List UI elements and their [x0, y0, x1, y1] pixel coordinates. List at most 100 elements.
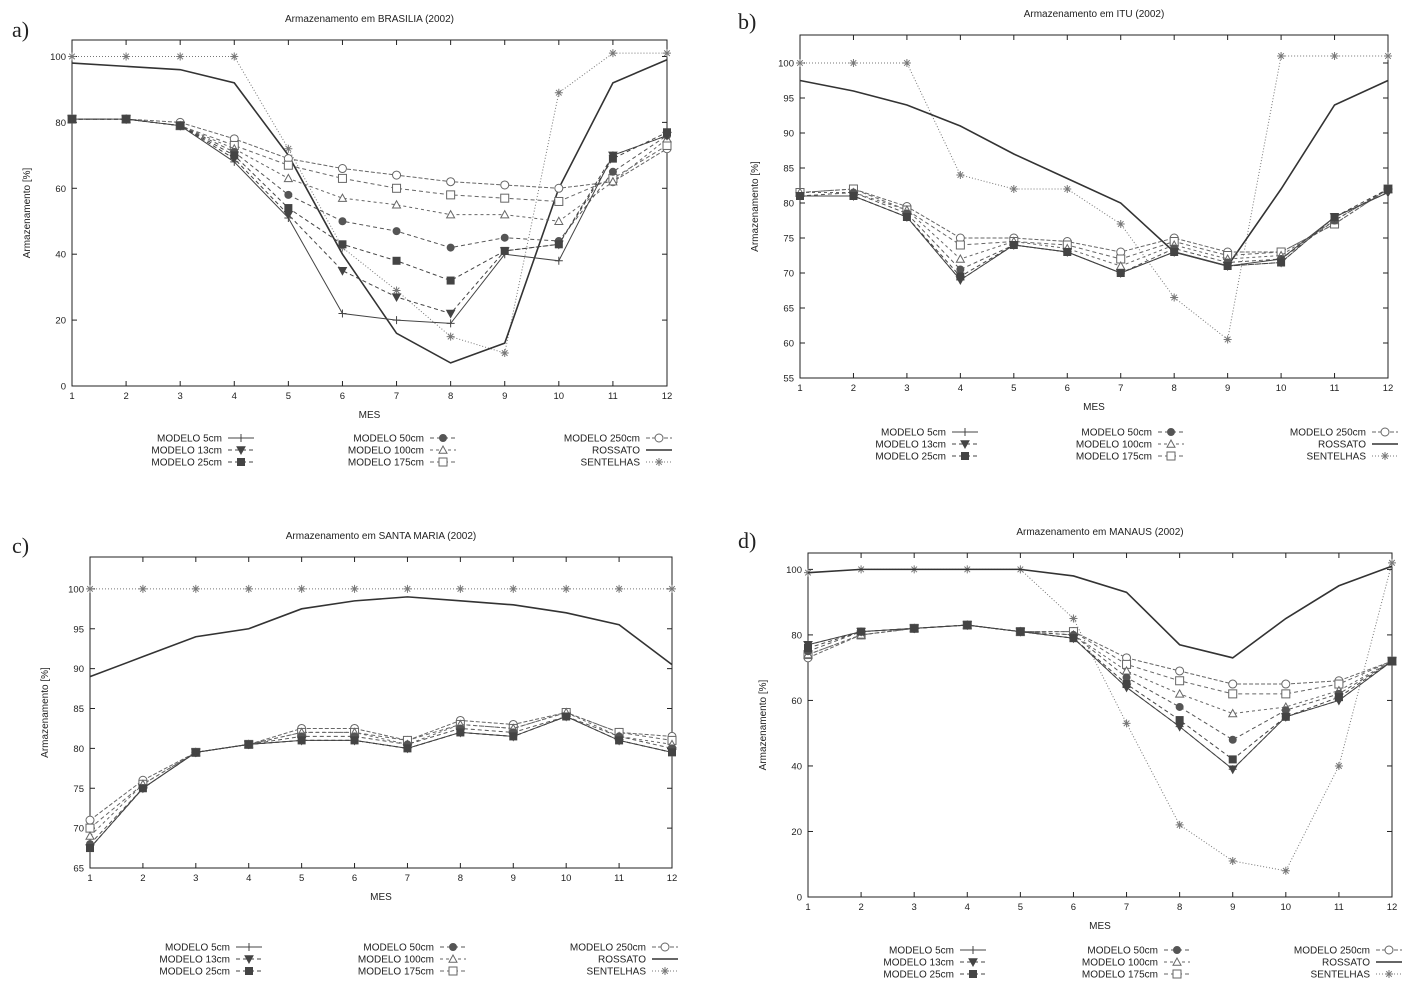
point-m250 [85, 815, 95, 825]
point-m5 [796, 192, 804, 200]
legend-marker [968, 958, 978, 968]
point-m50 [1175, 702, 1184, 711]
y-tick-label: 85 [73, 704, 84, 715]
series-line-rossato [799, 79, 1389, 267]
point-sentelhas [1116, 220, 1125, 228]
y-tick-label: 60 [55, 184, 66, 195]
series-m100 [795, 183, 1393, 270]
point-sentelhas [284, 144, 293, 153]
series-line-m25 [72, 118, 668, 282]
point-sentelhas [1175, 820, 1184, 829]
x-tick-label: 5 [1018, 902, 1023, 913]
legend-item-m50: MODELO 50cm [353, 434, 456, 445]
y-tick-label: 55 [783, 374, 794, 385]
point-m100 [608, 176, 618, 186]
legend-label: MODELO 13cm [151, 446, 222, 457]
legend-marker [661, 967, 669, 975]
x-tick-label: 8 [448, 391, 453, 402]
x-tick-label: 7 [394, 391, 399, 402]
point-m250 [554, 183, 564, 193]
y-axis-label: Armazenamento [%] [22, 167, 33, 258]
point-m5 [1384, 188, 1392, 197]
legend-item-m13: MODELO 13cm [159, 955, 262, 966]
series-m50 [86, 712, 676, 849]
x-tick-label: 1 [805, 902, 810, 913]
point-m5 [138, 784, 147, 793]
x-tick-label: 7 [1124, 902, 1129, 913]
point-sentelhas [176, 52, 185, 61]
legend-label: MODELO 13cm [883, 958, 954, 969]
series-line-m175 [807, 624, 1393, 695]
legend-marker [448, 953, 458, 963]
legend-item-rossato: ROSSATO [1318, 440, 1398, 451]
chart-a: a) Armazenamento em BRASILIA (2002)1 2 3 4 5 6… [12, 14, 672, 469]
y-tick-label: 100 [778, 59, 794, 70]
legend-item-rossato: ROSSATO [592, 446, 672, 457]
point-sentelhas [663, 49, 671, 58]
point-m5 [1016, 627, 1025, 636]
point-sentelhas [554, 88, 563, 97]
legend-item-sentelhas: SENTELHAS [1311, 970, 1402, 981]
point-m5 [284, 213, 293, 222]
series-m13 [795, 188, 1393, 286]
point-m5 [1228, 765, 1237, 774]
point-m5 [663, 131, 671, 140]
x-tick-label: 11 [608, 391, 618, 402]
x-tick-label: 4 [232, 391, 237, 402]
legend-label: MODELO 250cm [564, 434, 640, 445]
point-m5 [1175, 722, 1184, 731]
x-tick-label: 5 [1011, 383, 1016, 394]
legend-item-sentelhas: SENTELHAS [587, 967, 678, 978]
point-sentelhas [1063, 185, 1072, 193]
x-axis-label: MES [1089, 921, 1111, 932]
legend-label: MODELO 25cm [875, 452, 946, 463]
point-m175 [662, 140, 672, 150]
series-line-rossato [89, 596, 673, 678]
point-m175 [500, 193, 510, 203]
series-m25 [804, 621, 1396, 764]
x-tick-label: 12 [667, 873, 678, 884]
legend-marker [245, 967, 253, 975]
series-m175 [67, 114, 672, 206]
x-tick-label: 8 [1172, 383, 1177, 394]
point-m5 [68, 115, 76, 124]
series-rossato [807, 565, 1393, 659]
point-m13 [553, 240, 564, 250]
point-sentelhas [392, 286, 401, 295]
legend-item-m25: MODELO 25cm [875, 452, 978, 463]
series-m5 [68, 115, 671, 328]
point-sentelhas [509, 584, 518, 593]
legend-label: MODELO 250cm [570, 943, 646, 954]
point-sentelhas [562, 584, 571, 593]
point-sentelhas [1388, 558, 1396, 567]
legend-marker [660, 942, 670, 952]
y-tick-label: 75 [73, 784, 84, 795]
point-m5 [1330, 213, 1339, 221]
point-m5 [562, 712, 571, 721]
point-m5 [191, 748, 200, 757]
point-m5 [1063, 248, 1072, 256]
series-line-m100 [72, 118, 668, 222]
legend-label: MODELO 175cm [1082, 970, 1158, 981]
x-tick-label: 1 [797, 383, 802, 394]
legend-item-m5: MODELO 5cm [157, 434, 254, 445]
point-m250 [337, 164, 347, 174]
point-m250 [1175, 666, 1185, 676]
legend-marker [961, 428, 969, 436]
legend-marker [438, 444, 448, 454]
legend-label: MODELO 100cm [1082, 958, 1158, 969]
point-sentelhas [1334, 761, 1343, 770]
x-tick-label: 6 [352, 873, 357, 884]
point-m175 [1228, 689, 1238, 699]
point-sentelhas [796, 59, 804, 67]
series-m50 [68, 115, 671, 252]
series-m250 [795, 184, 1393, 257]
legend-marker [655, 458, 663, 466]
y-axis-label: Armazenamento [%] [758, 679, 769, 770]
y-tick-label: 100 [786, 565, 802, 576]
series-line-m175 [89, 711, 673, 829]
point-sentelhas [244, 584, 253, 593]
point-m5 [910, 624, 919, 633]
point-m5 [1009, 241, 1018, 249]
point-sentelhas [1009, 185, 1018, 193]
